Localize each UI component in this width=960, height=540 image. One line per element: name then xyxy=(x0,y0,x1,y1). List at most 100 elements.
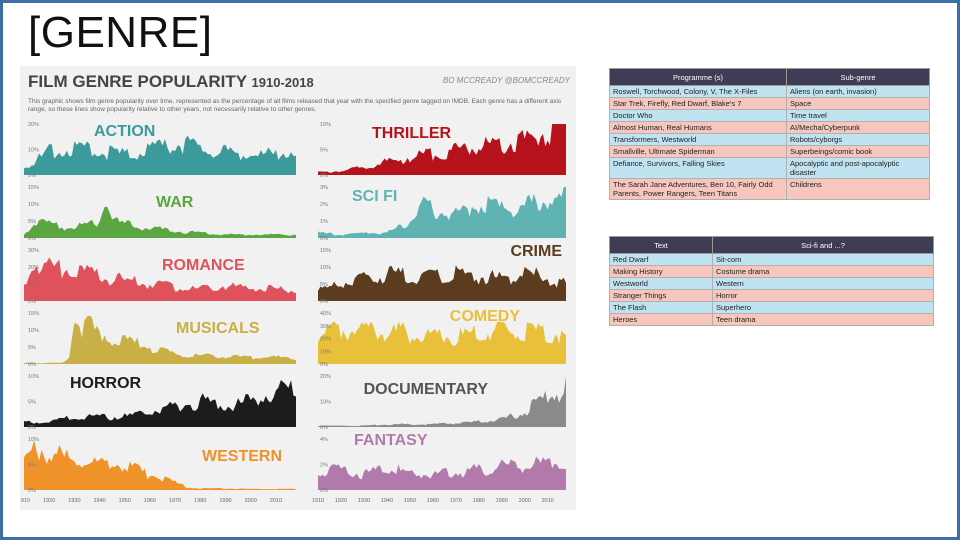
x-tick-label: 1920 xyxy=(43,498,55,504)
area-series-crime xyxy=(318,265,566,301)
genre-title: SCI FI xyxy=(352,188,397,205)
table-cell: Roswell, Torchwood, Colony, V, The X-Fil… xyxy=(609,85,787,98)
genre-panel: 10% 5% 0% THRILLER xyxy=(318,122,566,179)
x-tick-label: 1970 xyxy=(450,498,462,504)
genre-panel: 15% 10% 5% 0% CRIME xyxy=(318,243,566,305)
table-cell: Westworld xyxy=(609,277,713,290)
table-row: Roswell, Torchwood, Colony, V, The X-Fil… xyxy=(609,85,930,98)
x-tick-label: 1980 xyxy=(473,498,485,504)
table-row: Star Trek, Firefly, Red Dwarf, Blake's 7… xyxy=(609,97,930,110)
area-series-romance xyxy=(24,257,296,301)
table-cell: Western xyxy=(712,277,934,290)
table-cell: Stranger Things xyxy=(609,289,713,302)
table-cell: Red Dwarf xyxy=(609,253,713,266)
x-tick-label: 1930 xyxy=(358,498,370,504)
x-tick-label: 1910 xyxy=(312,498,324,504)
x-tick-label: 2010 xyxy=(270,498,282,504)
table-header-row: Text Sci-fi and ...? xyxy=(609,236,934,254)
y-tick-label: 2% xyxy=(320,463,328,469)
infographic-credit: BO MCCREADY @BOMCCREADY xyxy=(442,76,570,85)
y-tick-label: 0% xyxy=(320,425,328,431)
table-cell: Robots/cyborgs xyxy=(786,133,930,146)
x-tick-label: 1980 xyxy=(194,498,206,504)
y-tick-label: 10% xyxy=(320,122,331,128)
genre-title: ACTION xyxy=(94,123,155,140)
genre-panel: 3% 2% 1% 0% SCI FI xyxy=(318,185,566,242)
slide-title: [GENRE] xyxy=(28,8,213,57)
table-cell: The Flash xyxy=(609,301,713,314)
y-tick-label: 10% xyxy=(28,328,39,334)
genre-panel: 15% 10% 5% 0% MUSICALS xyxy=(24,311,296,368)
table-row: Making History Costume drama xyxy=(609,265,934,278)
y-tick-label: 30% xyxy=(28,248,39,254)
genre-panel: 20% 10% 0% DOCUMENTARY xyxy=(318,374,566,431)
y-tick-label: 3% xyxy=(320,185,328,191)
y-tick-label: 0% xyxy=(28,299,36,305)
table-cell: Star Trek, Firefly, Red Dwarf, Blake's 7 xyxy=(609,97,787,110)
x-tick-label: 1930 xyxy=(68,498,80,504)
area-series-fantasy xyxy=(318,456,566,490)
genre-panel: 4% 2% 0% FANTASY xyxy=(318,432,566,494)
x-tick-label: 2000 xyxy=(245,498,257,504)
x-tick-label: 1960 xyxy=(144,498,156,504)
table-cell: Sit-com xyxy=(712,253,934,266)
y-tick-label: 2% xyxy=(320,202,328,208)
genre-panel: 30% 20% 10% 0% ROMANCE xyxy=(24,248,296,305)
area-series-horror xyxy=(24,380,296,427)
y-tick-label: 0% xyxy=(28,425,36,431)
table-cell: Aliens (on earth, invasion) xyxy=(786,85,930,98)
table-cell: Making History xyxy=(609,265,713,278)
table-cell: AI/Mecha/Cyberpunk xyxy=(786,121,930,134)
x-tick-label: 2000 xyxy=(519,498,531,504)
y-tick-label: 5% xyxy=(28,219,36,225)
y-tick-label: 10% xyxy=(28,282,39,288)
table-cell: Costume drama xyxy=(712,265,934,278)
genre-title: FANTASY xyxy=(354,432,428,449)
genre-title: CRIME xyxy=(510,243,562,260)
genre-title: WAR xyxy=(156,194,194,211)
table-cell: Heroes xyxy=(609,313,713,326)
table-cell: Horror xyxy=(712,289,934,302)
y-tick-label: 1% xyxy=(320,219,328,225)
y-tick-label: 0% xyxy=(28,236,36,242)
genre-panel: 10% 5% 0% HORROR xyxy=(24,374,296,431)
infographic-subtitle: This graphic shows film genre popularity… xyxy=(28,98,562,113)
y-tick-label: 5% xyxy=(320,148,328,154)
table-header: Programme (s) xyxy=(609,68,787,86)
table-cell: Superbeings/comic book xyxy=(786,145,930,158)
table-header: Sub-genre xyxy=(786,68,930,86)
x-tick-label: 1970 xyxy=(169,498,181,504)
y-tick-label: 30% xyxy=(320,324,331,330)
y-tick-label: 0% xyxy=(28,488,36,494)
x-tick-label: 2010 xyxy=(541,498,553,504)
area-series-action xyxy=(24,135,296,175)
area-series-western xyxy=(24,440,296,490)
table-cell: Transformers, Westworld xyxy=(609,133,787,146)
area-series-thriller xyxy=(318,124,566,175)
x-tick-label: 1940 xyxy=(381,498,393,504)
y-tick-label: 5% xyxy=(28,345,36,351)
table-cell: Almost Human, Real Humans xyxy=(609,121,787,134)
table-header: Sci-fi and ...? xyxy=(712,236,934,254)
area-series-musicals xyxy=(24,315,296,364)
y-tick-label: 10% xyxy=(28,437,39,443)
genre-title: WESTERN xyxy=(202,448,282,465)
table-row: Defiance, Survivors, Falling Skies Apocal… xyxy=(609,157,930,179)
genre-panel: 40% 30% 20% 10% 0% COMEDY xyxy=(318,308,566,368)
table-cell: Doctor Who xyxy=(609,109,787,122)
y-tick-label: 15% xyxy=(28,185,39,191)
table-cell: Childrens xyxy=(786,178,930,200)
subgenre-table: Programme (s) Sub-genre Roswell, Torchwo… xyxy=(609,68,930,200)
area-series-sci-fi xyxy=(318,187,566,238)
area-series-documentary xyxy=(318,376,566,427)
y-tick-label: 0% xyxy=(28,173,36,179)
table-row: Doctor Who Time travel xyxy=(609,109,930,122)
y-tick-label: 20% xyxy=(28,122,39,128)
x-tick-label: 1960 xyxy=(427,498,439,504)
genre-infographic: FILM GENRE POPULARITY 1910-2018 BO MCCRE… xyxy=(20,66,576,510)
x-tick-label: 1950 xyxy=(119,498,131,504)
x-tick-label: 1950 xyxy=(404,498,416,504)
y-tick-label: 10% xyxy=(28,148,39,154)
table-cell: Superhero xyxy=(712,301,934,314)
genre-area-charts: 20% 10% 0% ACTION 10% 5% 0% THRILLER 15% 10% 5% 0% W… xyxy=(20,122,566,504)
